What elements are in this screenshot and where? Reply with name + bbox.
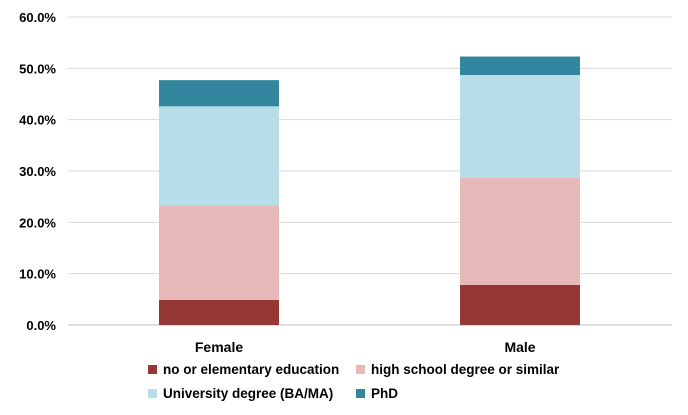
gridlines <box>68 16 672 326</box>
legend-swatch <box>356 389 365 398</box>
x-tick-label: Female <box>195 339 243 355</box>
bar-segment <box>159 299 279 325</box>
y-axis-tick-labels: 0.0% 10.0% 20.0% 30.0% 40.0% 50.0% 60.0% <box>19 10 56 333</box>
legend-swatch <box>148 389 157 398</box>
bar-segment <box>159 106 279 206</box>
bar-segment <box>159 80 279 107</box>
bar-segment <box>460 284 580 325</box>
y-tick-label: 40.0% <box>19 113 56 128</box>
legend-label: PhD <box>371 386 398 401</box>
y-tick-label: 10.0% <box>19 267 56 282</box>
legend-label: high school degree or similar <box>371 362 560 377</box>
legend-label: no or elementary education <box>163 362 339 377</box>
y-tick-label: 60.0% <box>19 10 56 25</box>
bars <box>159 56 580 325</box>
y-tick-label: 50.0% <box>19 61 56 76</box>
legend-label: University degree (BA/MA) <box>163 386 333 401</box>
y-tick-label: 20.0% <box>19 215 56 230</box>
legend-swatch <box>356 365 365 374</box>
bar-segment <box>460 177 580 285</box>
y-tick-label: 30.0% <box>19 164 56 179</box>
bar-segment <box>460 75 580 178</box>
x-tick-label: Male <box>504 339 535 355</box>
y-tick-label: 0.0% <box>26 318 56 333</box>
bar-segment <box>159 205 279 300</box>
bar-segment <box>460 56 580 76</box>
legend: no or elementary education high school de… <box>148 362 560 401</box>
x-axis-tick-labels: Female Male <box>195 339 536 355</box>
legend-swatch <box>148 365 157 374</box>
